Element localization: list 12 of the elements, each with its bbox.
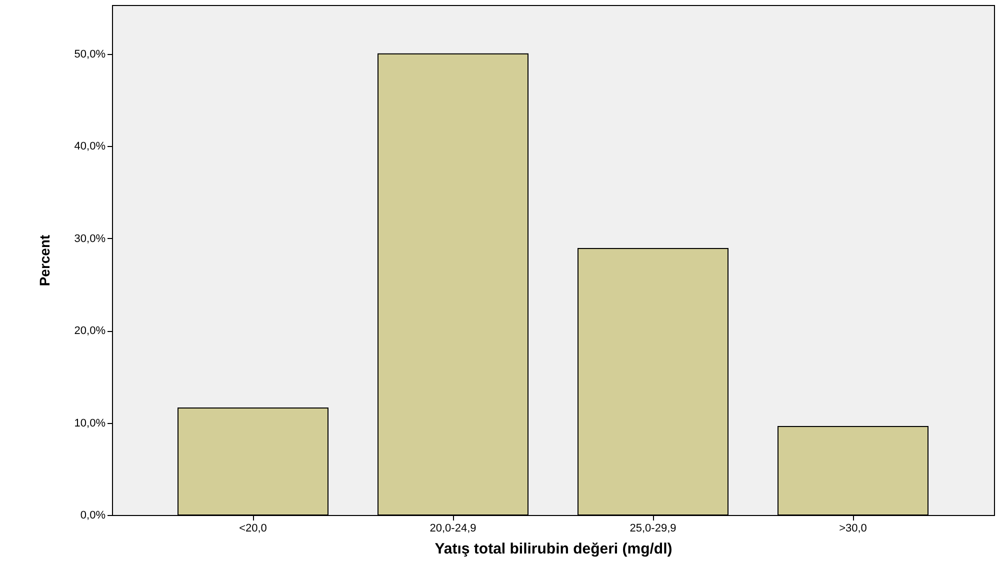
x-tick-label: <20,0 xyxy=(239,522,267,534)
x-tick-label: 25,0-29,9 xyxy=(630,522,676,534)
y-tick-label: 50,0% xyxy=(74,48,106,60)
y-axis-title: Percent xyxy=(36,234,52,286)
x-axis-title: Yatış total bilirubin değeri (mg/dl) xyxy=(434,540,672,558)
y-tick-label: 20,0% xyxy=(74,325,106,338)
y-tick-label: 30,0% xyxy=(74,232,106,245)
y-tick-label: 0,0% xyxy=(80,510,106,522)
x-tick-label: 20,0-24,9 xyxy=(430,522,476,534)
y-tick-label: 40,0% xyxy=(74,140,106,153)
x-tick-label: >30,0 xyxy=(839,522,867,534)
y-tick-label: 10,0% xyxy=(74,417,106,430)
